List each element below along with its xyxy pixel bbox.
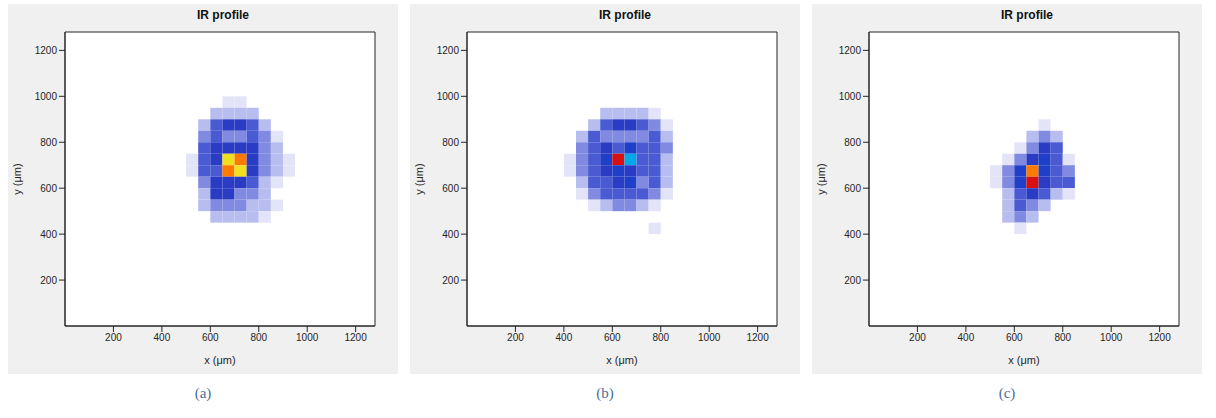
svg-text:400: 400 xyxy=(844,229,861,240)
svg-text:1000: 1000 xyxy=(839,91,862,102)
svg-text:200: 200 xyxy=(40,275,57,286)
svg-text:200: 200 xyxy=(442,275,459,286)
svg-text:400: 400 xyxy=(154,332,171,343)
svg-text:400: 400 xyxy=(442,229,459,240)
svg-text:1000: 1000 xyxy=(35,91,58,102)
svg-text:800: 800 xyxy=(442,137,459,148)
svg-text:x (μm): x (μm) xyxy=(606,354,637,366)
svg-text:200: 200 xyxy=(507,332,524,343)
svg-text:400: 400 xyxy=(40,229,57,240)
svg-text:200: 200 xyxy=(844,275,861,286)
svg-text:600: 600 xyxy=(1006,332,1023,343)
svg-text:600: 600 xyxy=(202,332,219,343)
svg-text:800: 800 xyxy=(1054,332,1071,343)
svg-text:1200: 1200 xyxy=(345,332,368,343)
svg-text:600: 600 xyxy=(442,183,459,194)
html-text:(a): (a) xyxy=(194,385,212,401)
svg-text:1200: 1200 xyxy=(747,332,770,343)
svg-text:200: 200 xyxy=(105,332,122,343)
svg-text:1000: 1000 xyxy=(296,332,319,343)
svg-text:400: 400 xyxy=(556,332,573,343)
html-text:IR profile: IR profile xyxy=(1001,8,1053,22)
svg-text:1200: 1200 xyxy=(1149,332,1172,343)
svg-text:800: 800 xyxy=(844,137,861,148)
html-text:IR profile: IR profile xyxy=(599,8,651,22)
svg-text:1000: 1000 xyxy=(1100,332,1123,343)
svg-text:600: 600 xyxy=(40,183,57,194)
svg-text:1200: 1200 xyxy=(437,45,460,56)
svg-text:800: 800 xyxy=(652,332,669,343)
svg-text:1000: 1000 xyxy=(437,91,460,102)
svg-text:x (μm): x (μm) xyxy=(1008,354,1039,366)
svg-text:800: 800 xyxy=(40,137,57,148)
svg-text:x (μm): x (μm) xyxy=(204,354,235,366)
svg-text:y (μm): y (μm) xyxy=(815,163,827,194)
svg-text:1200: 1200 xyxy=(839,45,862,56)
svg-text:y (μm): y (μm) xyxy=(11,163,23,194)
html-text:(c): (c) xyxy=(998,385,1016,401)
svg-text:1200: 1200 xyxy=(35,45,58,56)
svg-text:800: 800 xyxy=(250,332,267,343)
svg-text:y (μm): y (μm) xyxy=(413,163,425,194)
svg-text:400: 400 xyxy=(958,332,975,343)
svg-text:200: 200 xyxy=(909,332,926,343)
html-text:(b): (b) xyxy=(596,385,614,401)
svg-text:600: 600 xyxy=(844,183,861,194)
html-text:IR profile: IR profile xyxy=(197,8,249,22)
svg-text:600: 600 xyxy=(604,332,621,343)
svg-text:1000: 1000 xyxy=(698,332,721,343)
